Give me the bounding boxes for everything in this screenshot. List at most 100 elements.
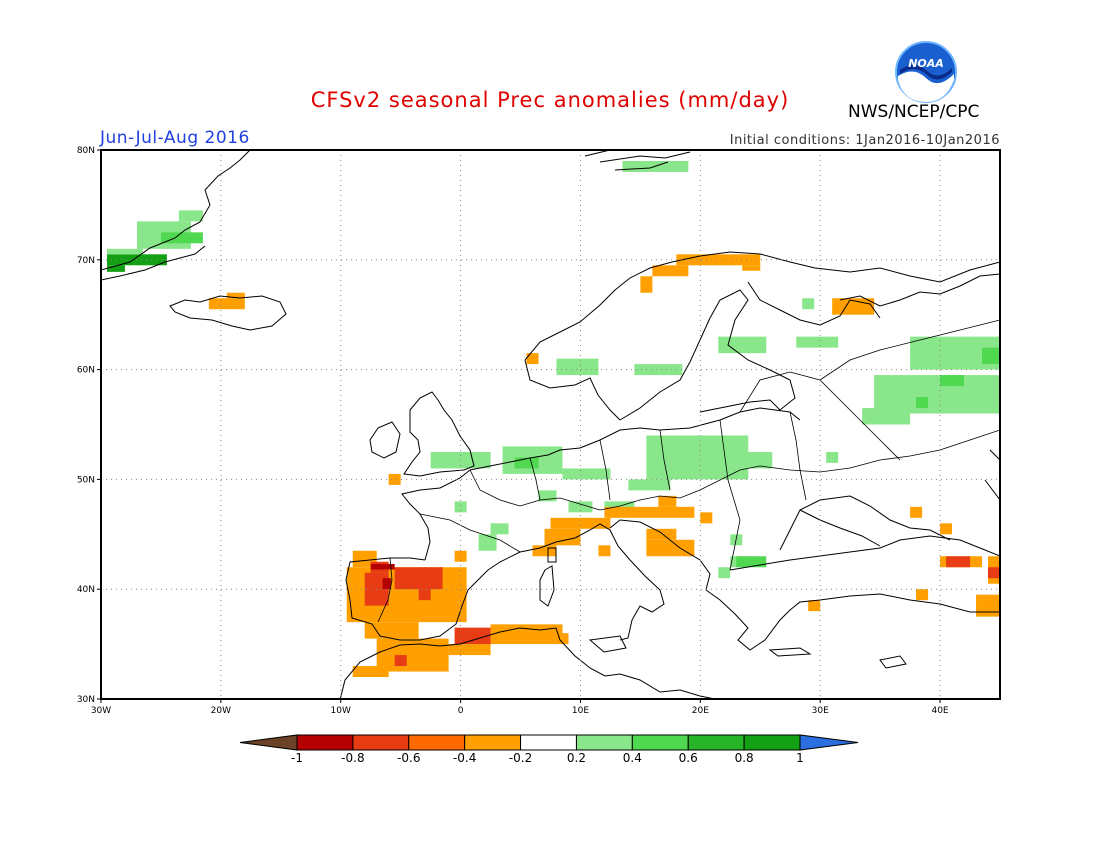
anomaly-cell	[646, 528, 677, 540]
axis-ticks: 30W 20W 10W 0 10E 20E 30E 40E 30N 40N 50N 60N 70N 80N	[77, 146, 949, 716]
anomaly-cell	[388, 473, 401, 485]
agency-label: NWS/NCEP/CPC	[848, 102, 980, 122]
anomaly-cell	[514, 457, 539, 469]
anomaly-cell	[676, 254, 761, 266]
anomaly-cell	[394, 655, 407, 667]
anomaly-cell	[106, 265, 125, 272]
map-title: CFSv2 seasonal Prec anomalies (mm/day)	[310, 88, 790, 112]
anomaly-cell	[562, 468, 611, 480]
colorbar-segment	[464, 734, 522, 751]
colorbar-segment	[687, 734, 745, 751]
anomaly-cell	[940, 523, 953, 535]
lon-tick-label: 10W	[331, 706, 351, 716]
anomaly-cell	[364, 622, 419, 639]
coastlines	[101, 150, 1000, 699]
anomaly-cell	[568, 501, 593, 513]
colorbar-label: 1	[796, 751, 804, 765]
anomaly-cell	[910, 506, 923, 518]
anomaly-cell	[544, 528, 581, 546]
anomaly-cell	[742, 265, 761, 271]
colorbar-label: -0.4	[453, 751, 476, 765]
colorbar-segment	[520, 734, 577, 751]
anomaly-cell	[742, 451, 773, 469]
colorbar-segment	[296, 734, 354, 751]
anomaly-cell	[556, 358, 599, 376]
anomaly-cell	[916, 397, 929, 409]
anomaly-cell	[628, 479, 671, 491]
anomaly-cell	[382, 578, 392, 590]
anomaly-cell	[598, 545, 611, 557]
colorbar-segment	[408, 734, 466, 751]
lat-tick-label: 30N	[77, 695, 95, 705]
noaa-logo: NOAA	[895, 41, 957, 103]
colorbar-label: -0.8	[341, 751, 364, 765]
lon-tick-label: 30E	[812, 706, 829, 716]
anomaly-cell	[394, 567, 443, 590]
noaa-logo-text: NOAA	[908, 57, 944, 70]
anomaly-cell	[538, 490, 557, 502]
anomaly-cell	[808, 600, 821, 612]
anomaly-cell	[862, 408, 911, 425]
lat-tick-label: 50N	[77, 475, 95, 485]
anomaly-cell	[874, 375, 1000, 414]
anomaly-cell	[976, 594, 1000, 617]
lon-tick-label: 40E	[931, 706, 948, 716]
map-frame	[100, 149, 1001, 700]
anomaly-cell	[550, 517, 611, 529]
anomaly-cell	[796, 336, 839, 348]
anomaly-cell	[160, 232, 203, 244]
anomaly-cell	[604, 501, 635, 513]
anomaly-cell	[526, 353, 539, 365]
season-label: Jun-Jul-Aug 2016	[100, 128, 250, 148]
colorbar-label: 0.4	[623, 751, 642, 765]
anomaly-cell	[826, 451, 839, 463]
anomaly-cell	[478, 534, 497, 551]
initial-conditions-label: Initial conditions: 1Jan2016-10Jan2016	[729, 133, 1000, 148]
anomaly-cell	[946, 556, 971, 568]
anomaly-cell	[802, 298, 815, 310]
lat-tick-label: 60N	[77, 366, 95, 376]
anomaly-cell	[916, 589, 929, 601]
lon-tick-label: 0	[458, 706, 464, 716]
anomaly-cell	[652, 265, 689, 277]
lat-tick-label: 40N	[77, 585, 95, 595]
anomaly-cell	[700, 512, 713, 524]
colorbar-max-arrow	[799, 734, 859, 751]
colorbar-label: 0.8	[735, 751, 754, 765]
anomaly-cell	[988, 567, 1000, 579]
colorbar-label: 0.6	[679, 751, 698, 765]
anomaly-cell	[718, 336, 767, 354]
anomaly-cell	[640, 276, 653, 293]
colorbar-segment	[743, 734, 801, 751]
anomaly-cell	[208, 298, 245, 310]
anomaly-cell	[226, 292, 245, 299]
anomaly-cell	[370, 563, 395, 570]
colorbar-label: -0.6	[397, 751, 420, 765]
lat-tick-label: 80N	[77, 146, 95, 156]
lon-tick-label: 30W	[91, 706, 111, 716]
lon-tick-label: 20E	[692, 706, 709, 716]
anomaly-cell	[418, 589, 431, 601]
anomaly-cell	[634, 364, 683, 376]
anomaly-cell	[658, 495, 677, 507]
colorbar-segment	[575, 734, 633, 751]
anomaly-cell	[352, 666, 389, 678]
anomaly-cell	[448, 644, 491, 656]
anomaly-cell	[106, 248, 143, 255]
anomaly-cell	[982, 347, 1000, 365]
anomaly-cell	[454, 550, 467, 562]
anomaly-cell	[454, 501, 467, 513]
lat-tick-label: 70N	[77, 256, 95, 266]
anomaly-cell	[940, 375, 965, 387]
anomaly-cell	[490, 523, 509, 535]
colorbar-segment	[352, 734, 410, 751]
anomaly-cell	[604, 506, 695, 518]
anomaly-cell	[718, 567, 731, 579]
anomaly-cell	[736, 556, 767, 568]
colorbar-label: -1	[291, 751, 303, 765]
anomaly-cell	[178, 210, 203, 222]
lon-tick-label: 20W	[211, 706, 231, 716]
colorbar-min-arrow	[239, 734, 298, 751]
anomaly-cell	[454, 627, 491, 645]
